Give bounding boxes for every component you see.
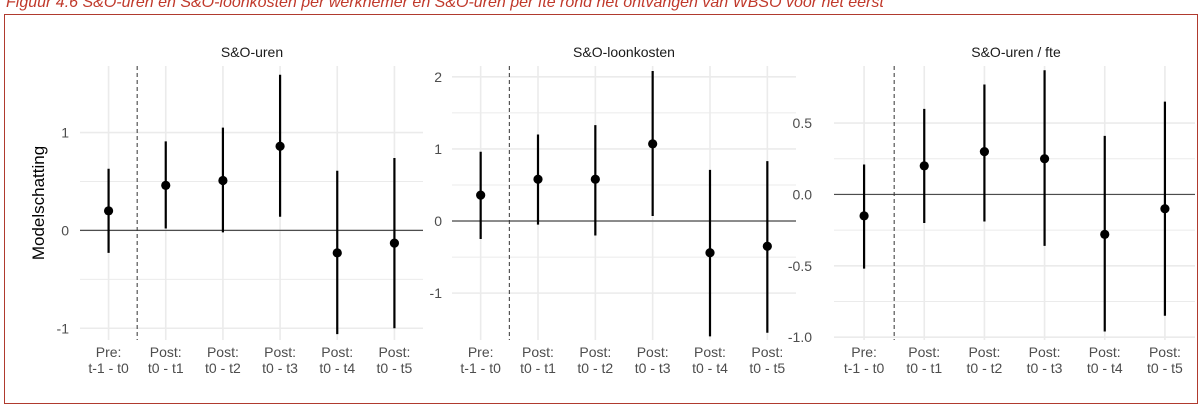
estimate-point xyxy=(590,174,600,184)
x-tick-label-line1: Post: xyxy=(908,344,940,360)
panel-title: S&O-uren xyxy=(221,44,283,60)
estimate-point xyxy=(979,147,990,157)
figure-caption: Figuur 4.6 S&O-uren en S&O-loonkosten pe… xyxy=(6,0,884,11)
x-tick-label-line1: Post: xyxy=(1029,344,1061,360)
y-tick-label: 0.0 xyxy=(793,186,813,202)
panel-title: S&O-uren / fte xyxy=(971,44,1061,60)
estimate-point xyxy=(332,248,342,258)
x-tick-label-line1: Post: xyxy=(522,344,554,360)
y-tick-label: -1 xyxy=(57,320,70,336)
y-tick-label: -1 xyxy=(430,285,443,301)
estimate-point xyxy=(161,180,171,190)
y-tick-label: 1 xyxy=(61,125,69,141)
x-tick-label-line2: t0 - t2 xyxy=(967,360,1003,376)
x-tick-label-line1: Post: xyxy=(264,344,296,360)
estimate-point xyxy=(1100,229,1110,239)
x-tick-label-line2: t0 - t2 xyxy=(577,360,613,376)
x-tick-label-line1: Post: xyxy=(751,344,783,360)
x-tick-label-line2: t0 - t1 xyxy=(520,360,556,376)
x-tick-label-line2: t0 - t4 xyxy=(319,360,355,376)
estimate-point xyxy=(859,211,869,221)
x-tick-label-line2: t0 - t2 xyxy=(205,360,241,376)
y-tick-label: 1 xyxy=(434,141,442,157)
x-tick-label-line2: t0 - t4 xyxy=(692,360,728,376)
estimate-point xyxy=(275,141,285,151)
y-axis-label: Modelschatting xyxy=(29,146,48,260)
estimate-point xyxy=(762,241,772,251)
x-tick-label-line1: Post: xyxy=(207,344,239,360)
estimate-point xyxy=(1039,154,1050,164)
x-tick-label-line2: t0 - t3 xyxy=(262,360,298,376)
x-tick-label-line2: t-1 - t0 xyxy=(88,360,129,376)
y-tick-label: 2 xyxy=(434,69,442,85)
estimate-point xyxy=(103,206,114,216)
y-tick-label: -1.0 xyxy=(788,329,812,345)
x-tick-label-line2: t0 - t3 xyxy=(1027,360,1063,376)
estimate-point xyxy=(705,248,715,258)
y-tick-label: 0 xyxy=(61,222,69,238)
estimate-point xyxy=(1160,204,1170,214)
x-tick-label-line2: t0 - t3 xyxy=(635,360,671,376)
estimate-point xyxy=(476,190,486,200)
x-tick-label-line2: t0 - t1 xyxy=(906,360,942,376)
x-tick-label-line2: t0 - t5 xyxy=(749,360,785,376)
x-tick-label-line1: Post: xyxy=(694,344,726,360)
x-tick-label-line1: Post: xyxy=(150,344,182,360)
estimate-point xyxy=(533,174,543,184)
x-tick-label-line2: t0 - t4 xyxy=(1087,360,1123,376)
x-tick-label-line2: t0 - t5 xyxy=(377,360,413,376)
x-tick-label-line1: Post: xyxy=(637,344,669,360)
x-tick-label-line1: Post: xyxy=(579,344,611,360)
panel-title: S&O-loonkosten xyxy=(573,44,675,60)
x-tick-label-line2: t-1 - t0 xyxy=(844,360,885,376)
x-tick-label-line1: Post: xyxy=(1089,344,1121,360)
estimate-point xyxy=(648,139,658,149)
estimate-point xyxy=(218,175,228,186)
y-tick-label: 0.5 xyxy=(793,115,813,131)
y-tick-label: -0.5 xyxy=(788,258,812,274)
x-tick-label-line2: t-1 - t0 xyxy=(460,360,501,376)
x-tick-label-line1: Post: xyxy=(1149,344,1181,360)
estimate-point xyxy=(389,238,400,248)
estimate-point xyxy=(919,161,929,171)
x-tick-label-line1: Post: xyxy=(378,344,410,360)
figure-frame xyxy=(4,14,1198,404)
x-tick-label-line2: t0 - t5 xyxy=(1147,360,1183,376)
x-tick-label-line1: Pre: xyxy=(851,344,877,360)
x-tick-label-line2: t0 - t1 xyxy=(148,360,184,376)
x-tick-label-line1: Post: xyxy=(968,344,1000,360)
y-tick-label: 0 xyxy=(434,213,442,229)
x-tick-label-line1: Pre: xyxy=(96,344,122,360)
x-tick-label-line1: Post: xyxy=(321,344,353,360)
x-tick-label-line1: Pre: xyxy=(468,344,494,360)
